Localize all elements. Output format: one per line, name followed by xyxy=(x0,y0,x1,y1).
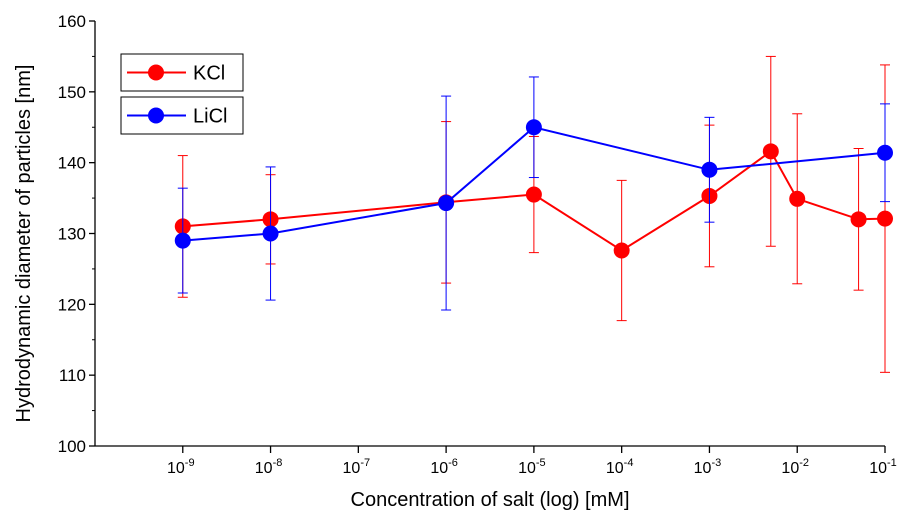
data-point xyxy=(877,210,893,227)
x-ticks: 10-9 10-8 10-7 10-6 10-5 10-4 10-3 10-2 10-1 xyxy=(167,446,897,477)
data-point xyxy=(762,143,779,160)
legend: KCl LiCl xyxy=(120,53,244,135)
y-tick-label: 110 xyxy=(59,366,86,385)
series-line xyxy=(182,126,886,242)
x-axis-title: Concentration of salt (log) [mM] xyxy=(351,489,630,511)
y-tick-label: 130 xyxy=(58,225,86,244)
x-tick-label: 10-5 xyxy=(518,457,546,477)
data-point xyxy=(789,190,806,207)
x-tick-label: 10-3 xyxy=(694,457,722,477)
data-point xyxy=(525,186,542,203)
x-tick-label: 10-2 xyxy=(781,457,809,477)
legend-marker xyxy=(148,107,164,124)
x-tick-label: 10-7 xyxy=(343,457,371,477)
data-point xyxy=(525,119,542,136)
series-licl xyxy=(174,76,893,311)
data-point xyxy=(613,242,630,259)
y-tick-label: 150 xyxy=(58,83,86,102)
y-ticks: 100 110 120 130 140 150 160 xyxy=(58,12,95,456)
x-tick-label: 10-6 xyxy=(430,457,458,477)
y-tick-label: 160 xyxy=(58,12,86,31)
y-tick-label: 120 xyxy=(58,295,86,314)
data-point xyxy=(262,225,279,242)
legend-label: KCl xyxy=(193,63,225,85)
y-tick-label: 100 xyxy=(58,437,86,456)
x-tick-label: 10-8 xyxy=(255,457,283,477)
series-layer xyxy=(174,55,893,373)
x-tick-label: 10-4 xyxy=(606,457,634,477)
data-point xyxy=(850,211,867,228)
legend-item-kcl: KCl xyxy=(120,53,244,92)
data-point xyxy=(701,161,718,178)
y-axis-title: Hydrodynamic diameter of particles [nm] xyxy=(13,65,35,423)
legend-item-licl: LiCl xyxy=(120,96,244,135)
legend-marker xyxy=(148,64,164,81)
data-point xyxy=(877,144,893,161)
legend-label: LiCl xyxy=(193,106,227,128)
y-tick-label: 140 xyxy=(58,154,86,173)
x-tick-label: 10-1 xyxy=(869,457,897,477)
series-line xyxy=(182,149,886,252)
x-tick-label: 10-9 xyxy=(167,457,195,477)
data-point xyxy=(174,232,191,249)
data-point xyxy=(438,195,455,212)
